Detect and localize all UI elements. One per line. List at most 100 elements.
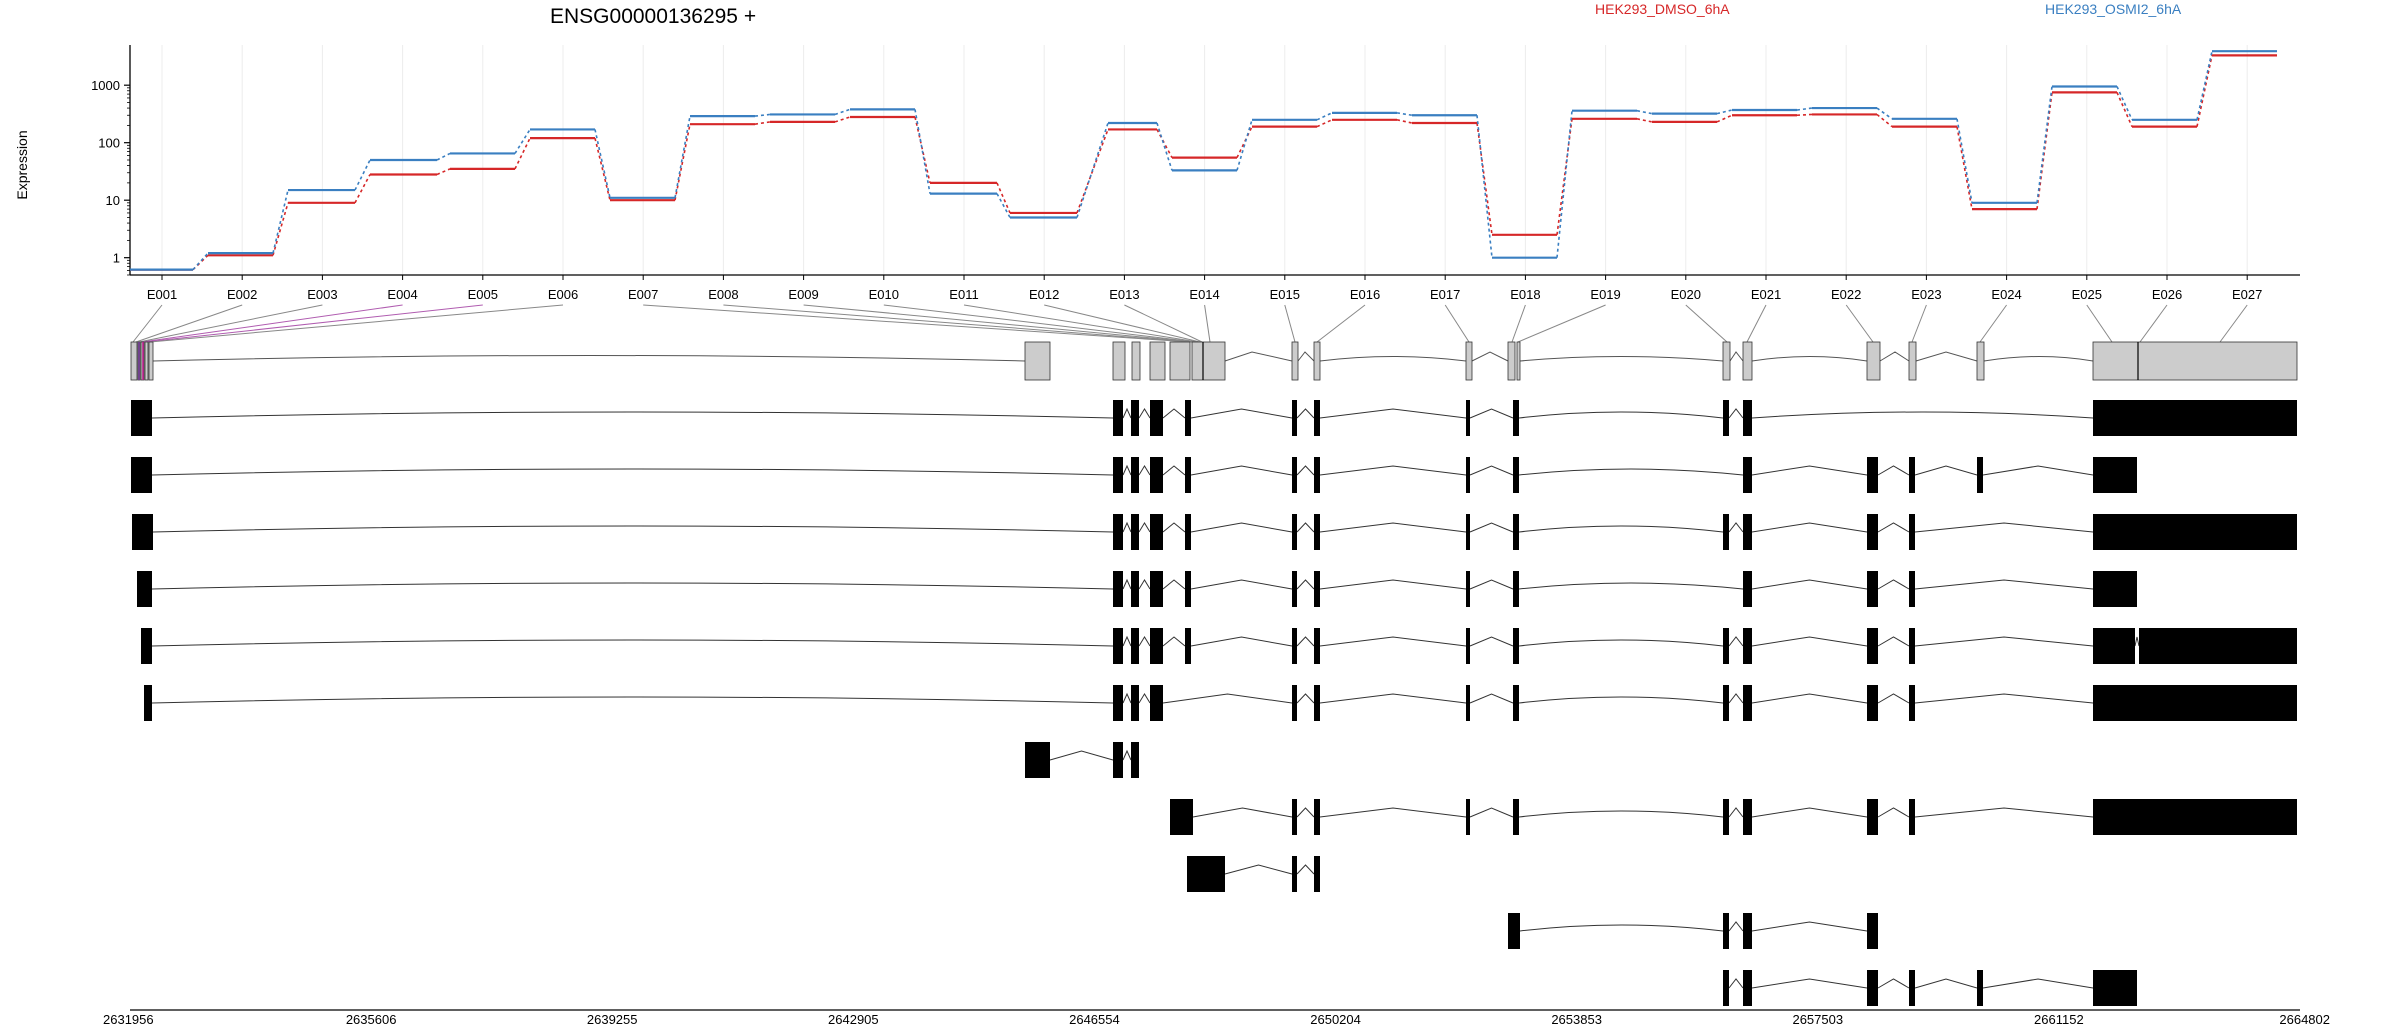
gene-exon-block [1722,341,1731,381]
exon-connector [1044,304,1201,343]
transcript-2-intron [1138,522,1151,533]
transcript-2-exon [1131,514,1139,550]
transcript-5-intron [1138,693,1151,704]
series-0-connector [354,174,371,204]
transcript-2-intron [1877,522,1910,533]
transcript-2-exon [1314,514,1320,550]
series-0-connector [754,121,771,125]
legend-entry-dmso: HEK293_DMSO_6hA [1595,1,1730,17]
transcript-10-exon [2093,970,2137,1006]
transcript-3-intron [1914,579,2094,590]
transcript-0-intron [1296,408,1315,419]
transcript-6-intron [1122,749,1132,761]
series-1-connector [1156,122,1173,171]
transcript-4-exon [1292,628,1297,664]
series-1-connector [354,159,371,191]
transcript-1-exon [1867,457,1878,493]
transcript-4-intron [1914,636,2094,647]
exon-connector [1746,304,1767,343]
transcript-2-exon [1185,514,1191,550]
transcript-4-intron [2134,636,2140,647]
transcript-5-intron [1518,696,1724,704]
transcript-7-exon [1466,799,1470,835]
transcript-6-exon [1113,742,1123,778]
y-tick-label: 10 [106,193,120,208]
series-0-connector [1796,113,1813,117]
transcript-2-intron [1914,522,2094,533]
transcript-2-intron [1296,522,1315,533]
transcript-10-intron [1751,978,1868,989]
transcript-5-exon [2093,685,2297,721]
exon-connector [963,304,1199,343]
transcript-1-exon [1466,457,1470,493]
series-0-connector [2116,92,2133,127]
transcript-9-exon [1743,913,1752,949]
series-1-connector [1796,107,1813,111]
chart-title: ENSG00000136295 + [550,5,756,28]
exon-label: E014 [1189,287,1219,302]
series-1-connector [1636,109,1653,115]
transcript-4-exon [1185,628,1191,664]
genomic-tick-label: 2631956 [103,1012,154,1027]
exon-label: E011 [949,287,978,302]
transcript-2-exon [1909,514,1915,550]
y-tick-label: 100 [98,136,120,151]
series-1-connector [914,109,931,194]
y-ticks: 1 10 100 1000 [91,78,130,276]
transcript-4-intron [1122,635,1132,647]
transcript-0-intron [1162,408,1186,419]
transcript-0-exon [1466,400,1470,436]
series-0-connector [1236,126,1253,158]
exon-connector [1845,304,1874,343]
transcript-1-exon [1314,457,1320,493]
transcript-2-intron [1190,522,1293,533]
transcript-7-intron [1751,807,1868,818]
transcript-3-intron [1518,582,1744,590]
transcript-2-intron [1162,522,1186,533]
transcript-9-intron [1728,921,1744,932]
transcript-1-intron [1138,465,1151,476]
exon-label: E015 [1270,287,1300,302]
transcript-1-intron [1296,465,1315,476]
transcript-5-exon [1150,685,1163,721]
transcript-0-exon [1292,400,1297,436]
series-0-connector [996,182,1011,214]
transcript-6-exon [1025,742,1050,778]
transcript-6-intron [1049,750,1114,761]
transcript-2-exon [1466,514,1470,550]
transcript-7-exon [1170,799,1193,835]
transcript-0-exon [1113,400,1123,436]
exon-label: E004 [387,287,417,302]
genomic-tick-label: 2646554 [1069,1012,1120,1027]
transcript-2-exon [1743,514,1752,550]
transcript-7-exon [1292,799,1297,835]
gene-intron-line [152,351,2094,362]
exon-connector [1316,304,1366,343]
exon-connector [1124,304,1203,343]
transcript-9-exon [1867,913,1878,949]
transcript-10-intron [1914,978,1978,989]
transcript-3-intron [151,582,1114,590]
transcript-10-intron [1982,978,2094,989]
exon-label: E001 [147,287,177,302]
exon-connector [643,304,1191,343]
gene-exon-block [1149,341,1166,381]
transcript-0-exon [131,400,152,436]
gene-exon-block [1976,341,1985,381]
transcript-4-intron [1190,636,1293,647]
transcript-4-exon [1150,628,1163,664]
exon-label: E017 [1430,287,1460,302]
exon-label: E023 [1911,287,1941,302]
transcript-7-exon [1867,799,1878,835]
transcript-10-exon [1743,970,1752,1006]
exon-label: E006 [548,287,578,302]
transcript-0-exon [2093,400,2297,436]
transcript-8-exon [1314,856,1320,892]
exon-connector [1979,304,2008,343]
transcript-3-exon [1185,571,1191,607]
transcript-1-intron [1469,465,1514,476]
transcript-5-exon [1867,685,1878,721]
series-1-connector [996,193,1011,218]
gene-model [130,341,2298,381]
genomic-tick-label: 2642905 [828,1012,879,1027]
